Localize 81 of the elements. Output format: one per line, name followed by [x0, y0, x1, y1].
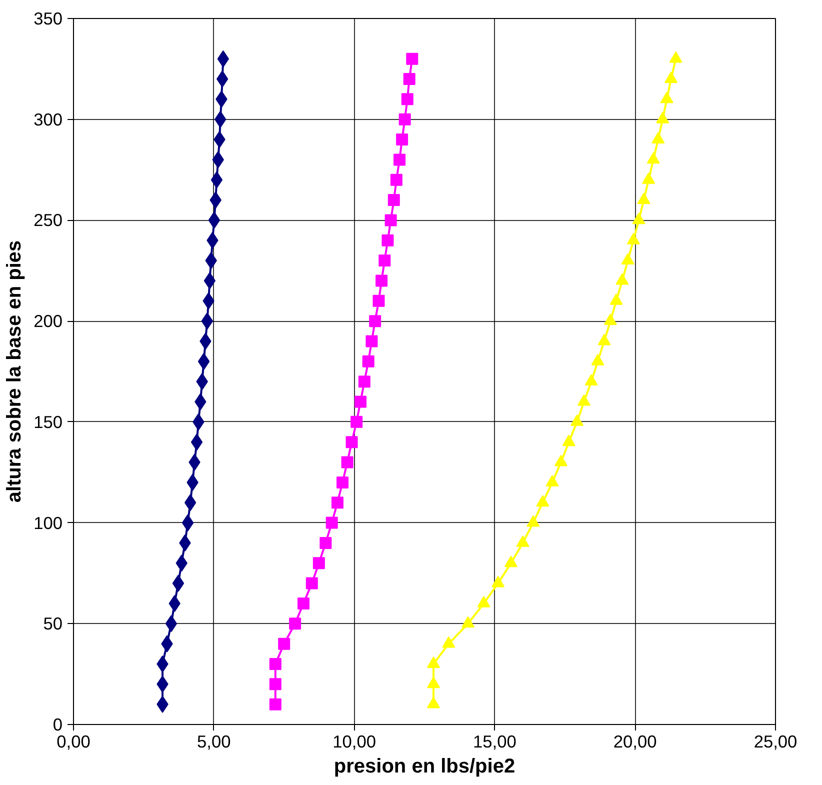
- point: [536, 495, 550, 507]
- point: [297, 597, 310, 610]
- point: [216, 70, 228, 88]
- point: [616, 273, 629, 285]
- point: [362, 355, 374, 368]
- x-tick-label: 25,00: [754, 732, 798, 752]
- x-tick-label: 20,00: [613, 732, 657, 752]
- point: [562, 434, 576, 446]
- point: [406, 52, 418, 65]
- point: [577, 394, 590, 406]
- point: [269, 678, 282, 690]
- point: [426, 696, 440, 708]
- point: [372, 294, 385, 307]
- point: [278, 638, 290, 650]
- x-tick-label: 0,00: [56, 732, 90, 752]
- point: [388, 194, 400, 206]
- point: [320, 536, 332, 549]
- point: [442, 636, 456, 648]
- point: [526, 515, 540, 527]
- point: [504, 556, 518, 568]
- y-tick-label: 300: [34, 109, 63, 130]
- point: [204, 272, 216, 290]
- point: [198, 352, 210, 370]
- point: [190, 434, 203, 451]
- point: [492, 576, 505, 588]
- point: [165, 615, 178, 632]
- point: [210, 171, 223, 188]
- point: [477, 596, 490, 608]
- point: [394, 154, 406, 166]
- point: [384, 214, 397, 226]
- point: [269, 698, 282, 710]
- point: [398, 113, 411, 126]
- point: [426, 676, 440, 688]
- y-tick-label: 100: [34, 512, 63, 533]
- point: [546, 475, 559, 486]
- y-tick-label: 150: [34, 412, 63, 432]
- point: [403, 73, 416, 86]
- point: [637, 192, 650, 204]
- y-tick-label: 50: [43, 614, 63, 634]
- point: [621, 253, 634, 265]
- point: [570, 414, 584, 426]
- point: [604, 314, 617, 326]
- x-tick-label: 5,00: [197, 732, 231, 752]
- point: [289, 618, 302, 630]
- point: [346, 436, 358, 448]
- point: [341, 456, 354, 468]
- y-tick-label: 250: [34, 210, 63, 230]
- point: [358, 376, 370, 388]
- point: [354, 396, 366, 408]
- point: [376, 274, 388, 287]
- point: [331, 496, 344, 509]
- y-tick-label: 200: [34, 311, 63, 332]
- point: [326, 516, 338, 529]
- x-axis-title: presion en lbs/pie2: [334, 756, 516, 778]
- point: [208, 212, 220, 229]
- point: [366, 335, 378, 348]
- point: [516, 536, 530, 547]
- point: [184, 494, 196, 512]
- point: [172, 574, 184, 592]
- y-tick-label: 0: [52, 714, 63, 734]
- x-tick-label: 10,00: [332, 732, 376, 752]
- x-tick-label: 15,00: [473, 732, 516, 752]
- point: [269, 658, 282, 670]
- point: [306, 577, 318, 590]
- point: [382, 234, 394, 246]
- point: [336, 476, 349, 488]
- point: [584, 374, 598, 386]
- point: [390, 174, 402, 186]
- point: [369, 315, 382, 328]
- y-tick-label: 350: [34, 8, 63, 28]
- point: [554, 454, 568, 466]
- point: [462, 616, 475, 628]
- y-axis-title: altura sobre la base en pies: [4, 240, 26, 503]
- point: [396, 134, 408, 146]
- point: [401, 93, 414, 106]
- point: [598, 334, 611, 346]
- point: [378, 254, 391, 267]
- point: [312, 557, 325, 570]
- point: [182, 514, 194, 532]
- point: [350, 416, 363, 428]
- point: [426, 656, 440, 668]
